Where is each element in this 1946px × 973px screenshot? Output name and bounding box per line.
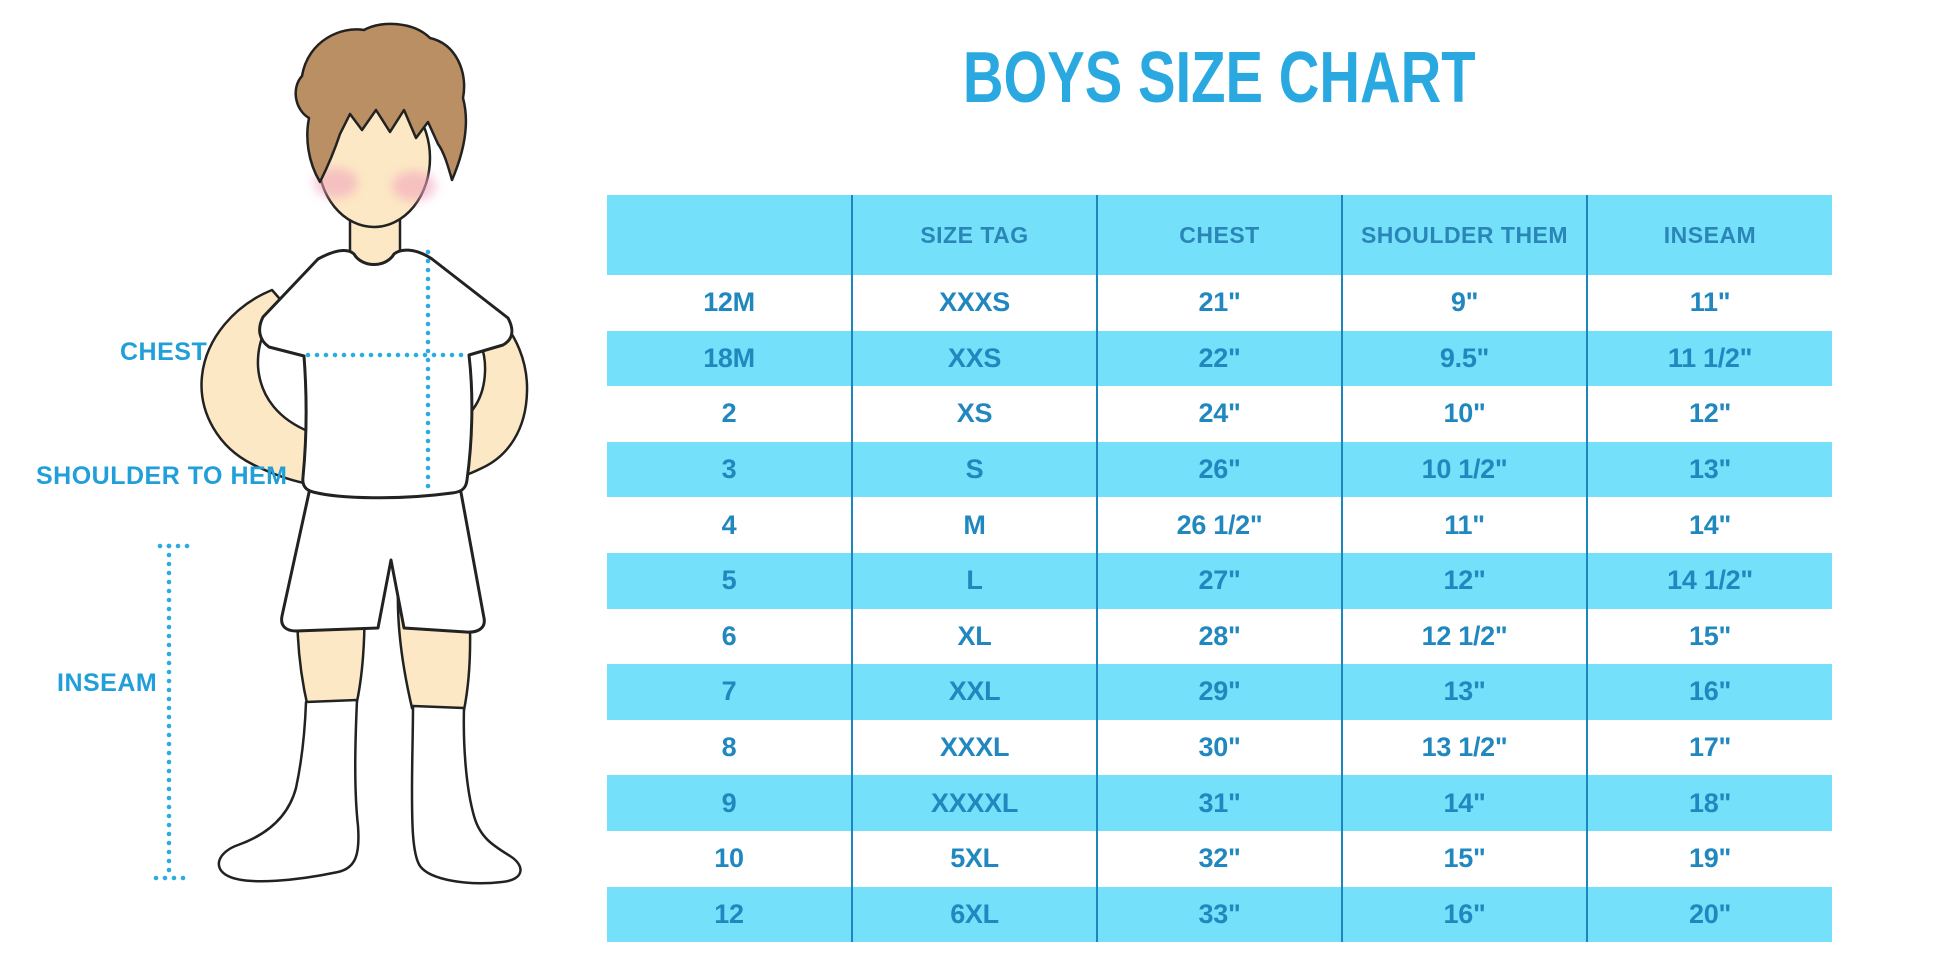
value-cell: XXXS	[851, 275, 1097, 331]
value-cell: 16"	[1586, 664, 1832, 720]
boy-sock-left	[217, 698, 360, 883]
size-table-header: SIZE TAG CHEST SHOULDER THEM INSEAM	[607, 195, 1832, 275]
table-row: 9 XXXXL 31" 14" 18"	[607, 775, 1832, 831]
size-cell: 12	[607, 886, 852, 943]
value-cell: 18"	[1586, 775, 1832, 831]
size-table-body: 12M XXXS 21" 9" 11" 18M XXS 22" 9.5" 11 1/2" 2 XS 24…	[607, 275, 1832, 943]
value-cell: 32"	[1096, 830, 1342, 887]
chest-label: CHEST	[120, 338, 208, 366]
size-table: SIZE TAG CHEST SHOULDER THEM INSEAM 12M X…	[607, 195, 1832, 943]
size-cell: 18M	[607, 330, 852, 387]
size-cell: 4	[721, 509, 737, 540]
value-cell: 11 1/2"	[1586, 330, 1832, 387]
value-cell: 14"	[1586, 497, 1832, 553]
table-row: 5 L 27" 12" 14 1/2"	[607, 552, 1832, 609]
value-cell: 14 1/2"	[1586, 552, 1832, 609]
size-cell: 2	[721, 398, 737, 429]
table-row: 12 6XL 33" 16" 20"	[607, 886, 1832, 943]
table-row: 3 S 26" 10 1/2" 13"	[607, 441, 1832, 498]
value-cell: 11"	[1341, 497, 1587, 553]
table-row: 7 XXL 29" 13" 16"	[607, 664, 1832, 720]
boy-measurement-figure	[153, 22, 529, 885]
value-cell: 20"	[1586, 886, 1832, 943]
header-cell-chest: CHEST	[1096, 195, 1342, 275]
size-cell: 5	[607, 552, 852, 609]
boy-arm-left	[200, 288, 312, 485]
size-cell: 12M	[703, 287, 755, 318]
size-cell: 8	[721, 732, 737, 763]
value-cell: 15"	[1586, 608, 1832, 665]
value-cell: 5XL	[851, 830, 1097, 887]
value-cell: XXXL	[851, 719, 1097, 776]
table-row: 8 XXXL 30" 13 1/2" 17"	[607, 719, 1832, 776]
value-cell: 12"	[1586, 386, 1832, 442]
value-cell: 12 1/2"	[1341, 608, 1587, 665]
header-cell-size-tag: SIZE TAG	[851, 195, 1097, 275]
measurement-dotted-lines	[153, 249, 465, 881]
value-cell: 24"	[1096, 386, 1342, 442]
value-cell: 30"	[1096, 719, 1342, 776]
value-cell: 15"	[1341, 830, 1587, 887]
page-title-text: BOYS SIZE CHART	[963, 36, 1476, 118]
value-cell: XXL	[851, 664, 1097, 720]
table-row: 2 XS 24" 10" 12"	[607, 386, 1832, 442]
value-cell: XL	[851, 608, 1097, 665]
size-cell: 6	[721, 620, 737, 651]
value-cell: 11"	[1586, 275, 1832, 331]
table-row: 4 M 26 1/2" 11" 14"	[607, 497, 1832, 553]
size-cell: 3	[607, 441, 852, 498]
value-cell: 9"	[1341, 275, 1587, 331]
value-cell: XXXXL	[851, 775, 1097, 831]
shoulder-to-hem-label: SHOULDER TO HEM	[36, 462, 288, 490]
value-cell: 26"	[1096, 441, 1342, 498]
value-cell: 21"	[1096, 275, 1342, 331]
value-cell: 14"	[1341, 775, 1587, 831]
value-cell: L	[851, 552, 1097, 609]
value-cell: XXS	[851, 330, 1097, 387]
value-cell: XS	[851, 386, 1097, 442]
table-row: 6 XL 28" 12 1/2" 15"	[607, 608, 1832, 665]
value-cell: S	[851, 441, 1097, 498]
value-cell: 13 1/2"	[1341, 719, 1587, 776]
value-cell: 28"	[1096, 608, 1342, 665]
size-cell: 7	[607, 664, 852, 720]
value-cell: 27"	[1096, 552, 1342, 609]
boy-hair	[294, 22, 468, 184]
cheek-blush-left	[314, 168, 358, 198]
value-cell: 9.5"	[1341, 330, 1587, 387]
page-title: BOYS SIZE CHART	[607, 34, 1832, 120]
value-cell: 29"	[1096, 664, 1342, 720]
size-cell: 10	[714, 843, 744, 874]
header-cell-inseam: INSEAM	[1586, 195, 1832, 275]
value-cell: 17"	[1586, 719, 1832, 776]
size-cell: 9	[607, 775, 852, 831]
cheek-blush-right	[392, 171, 436, 201]
inseam-label: INSEAM	[57, 669, 158, 697]
boy-tshirt	[258, 248, 514, 500]
value-cell: 19"	[1586, 830, 1832, 887]
header-row: SIZE TAG CHEST SHOULDER THEM INSEAM	[607, 195, 1832, 275]
value-cell: 22"	[1096, 330, 1342, 387]
value-cell: 13"	[1586, 441, 1832, 498]
value-cell: 33"	[1096, 886, 1342, 943]
header-cell-blank	[607, 195, 852, 275]
table-row: 10 5XL 32" 15" 19"	[607, 830, 1832, 887]
value-cell: 10 1/2"	[1341, 441, 1587, 498]
value-cell: 6XL	[851, 886, 1097, 943]
table-row: 18M XXS 22" 9.5" 11 1/2"	[607, 330, 1832, 387]
boy-sock-right	[410, 704, 522, 885]
value-cell: 12"	[1341, 552, 1587, 609]
table-row: 12M XXXS 21" 9" 11"	[607, 275, 1832, 331]
value-cell: 26 1/2"	[1096, 497, 1342, 553]
value-cell: 16"	[1341, 886, 1587, 943]
value-cell: 13"	[1341, 664, 1587, 720]
value-cell: 10"	[1341, 386, 1587, 442]
boy-shorts	[280, 485, 486, 634]
value-cell: 31"	[1096, 775, 1342, 831]
value-cell: M	[851, 497, 1097, 553]
header-cell-shoulder: SHOULDER THEM	[1341, 195, 1587, 275]
